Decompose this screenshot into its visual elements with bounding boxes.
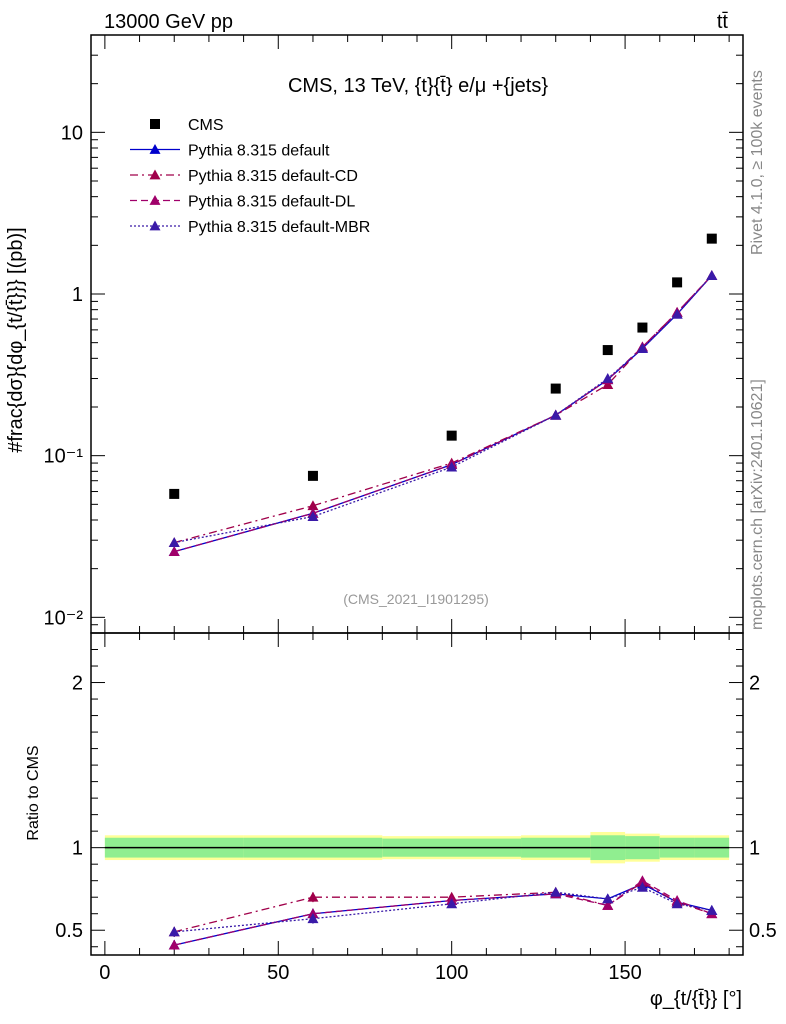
ratio-series-point-3	[602, 893, 614, 904]
main-y-tick-label: 10⁻¹	[44, 446, 84, 468]
x-tick-label: 100	[435, 962, 468, 984]
ratio-y-tick-label-right: 1	[749, 838, 760, 860]
ratio-series-point-3	[446, 898, 458, 909]
main-series-line-3	[174, 275, 713, 553]
ratio-series-point-2	[307, 908, 319, 919]
x-axis-title: φ_{t/{t̄}} [°]	[650, 988, 742, 1010]
cms-data-point	[550, 383, 561, 394]
main-y-axis-title: #frac{dσ}{dφ_{t/{t̄}}} [(pb)]	[5, 227, 27, 453]
legend-marker-2	[149, 169, 161, 180]
main-series-point-3	[168, 546, 180, 557]
main-series-line-1	[174, 275, 713, 553]
main-series-point-4	[550, 409, 562, 420]
ratio-series-point-2	[636, 875, 648, 886]
ratio-series-point-3	[706, 904, 718, 915]
ratio-y-axis-title: Ratio to CMS	[25, 745, 42, 840]
cms-data-point	[637, 322, 648, 333]
ratio-y-tick-label: 2	[72, 673, 83, 695]
plot-title: CMS, 13 TeV, {t}{t̄} e/μ +{jets}	[288, 75, 548, 97]
legend-label-2: Pythia 8.315 default-CD	[188, 168, 358, 185]
legend-marker-3	[149, 195, 161, 205]
ratio-series-point-3	[550, 886, 562, 897]
ratio-y-tick-label-right: 2	[749, 673, 760, 695]
ratio-series-point-2	[602, 899, 614, 910]
main-series-line-2	[174, 275, 713, 544]
main-series-point-4	[706, 270, 718, 280]
ratio-y-tick-label: 1	[72, 838, 83, 860]
main-series-point-4	[446, 461, 458, 472]
cms-data-point	[706, 233, 717, 244]
analysis-id-label: (CMS_2021_I1901295)	[343, 591, 489, 607]
legend-label-3: Pythia 8.315 default-DL	[188, 194, 355, 211]
header-left-label: 13000 GeV pp	[104, 11, 233, 33]
legend-marker-1	[149, 144, 161, 154]
x-tick-label: 0	[99, 962, 110, 984]
ratio-series-point-3	[168, 926, 180, 937]
cms-data-point	[446, 430, 457, 441]
main-series-point-2	[307, 500, 319, 511]
cms-data-point	[307, 470, 318, 481]
mcplots-label: mcplots.cern.ch [arXiv:2401.10621]	[749, 379, 766, 630]
ratio-series-line-2	[174, 879, 713, 946]
main-series-point-4	[671, 308, 683, 319]
main-series-point-4	[168, 537, 180, 547]
ratio-series-point-3	[636, 881, 648, 892]
rivet-version-label: Rivet 4.1.0, ≥ 100k events	[749, 70, 766, 255]
ratio-series-point-3	[671, 898, 683, 909]
ratio-series-point-2	[168, 939, 180, 950]
legend-marker-cms	[150, 119, 160, 129]
header-right-label: tt̄	[717, 11, 729, 33]
main-series-point-4	[307, 511, 319, 521]
ratio-series-point-3	[307, 913, 319, 924]
cms-data-point	[602, 345, 613, 356]
ratio-series-point-1	[307, 891, 319, 902]
main-series-point-4	[602, 373, 614, 383]
legend-label-1: Pythia 8.315 default	[188, 143, 330, 160]
main-series-point-4	[636, 343, 648, 353]
legend-label-0: CMS	[188, 117, 224, 134]
ratio-series-line-1	[174, 881, 712, 933]
ratio-series-line-3	[174, 886, 712, 933]
legend-label-4: Pythia 8.315 default-MBR	[188, 219, 370, 236]
main-series-line-4	[174, 275, 713, 544]
legend-marker-4	[149, 220, 161, 231]
ratio-y-tick-label-right: 0.5	[749, 920, 777, 942]
main-y-tick-label: 10	[61, 122, 83, 144]
x-tick-label: 150	[608, 962, 641, 984]
main-y-tick-label: 1	[72, 284, 83, 306]
cms-data-point	[169, 488, 180, 499]
main-y-tick-label: 10⁻²	[44, 607, 84, 629]
ratio-plot-frame	[90, 632, 744, 956]
ratio-series-line-0	[174, 883, 712, 946]
ratio-y-tick-label: 0.5	[55, 920, 83, 942]
x-tick-label: 50	[267, 962, 289, 984]
cms-data-point	[672, 277, 683, 288]
legend: CMS Pythia 8.315 default Pythia 8.315 defa…	[130, 117, 370, 236]
